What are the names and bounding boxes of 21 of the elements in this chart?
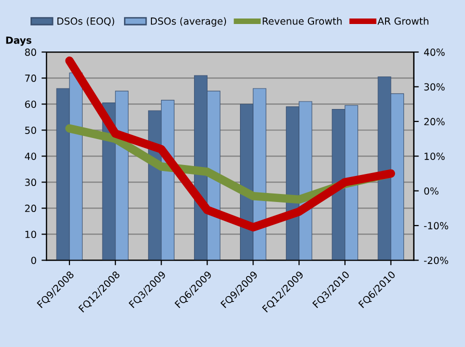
y2-tick-label: 40% (424, 48, 445, 56)
y2-tick-label: 20% (424, 118, 445, 126)
y2-tick-label: 30% (424, 83, 445, 91)
y-tick-label: 80 (25, 48, 36, 56)
y-tick-label: 70 (25, 74, 36, 82)
y-tick-label: 40 (24, 152, 36, 160)
y-tick-label: 0 (31, 256, 36, 264)
y-tick-label: 60 (25, 100, 36, 108)
y-tick-label: 10 (25, 230, 36, 238)
legend-label: Revenue Growth (262, 17, 342, 25)
y-axis-title: Days (6, 36, 32, 46)
y-tick-label: 30 (25, 178, 36, 186)
legend-label: DSOs (EOQ) (57, 17, 114, 26)
y2-tick-label: -10% (424, 222, 448, 230)
y2-tick-label: -20% (424, 256, 448, 264)
y2-tick-label: 0% (424, 187, 438, 195)
y2-tick-label: 10% (424, 152, 445, 160)
legend-label: DSOs (average) (150, 17, 226, 27)
y-tick-label: 20 (25, 204, 36, 212)
legend-label: AR Growth (378, 17, 428, 25)
y-tick-label: 50 (25, 126, 36, 134)
